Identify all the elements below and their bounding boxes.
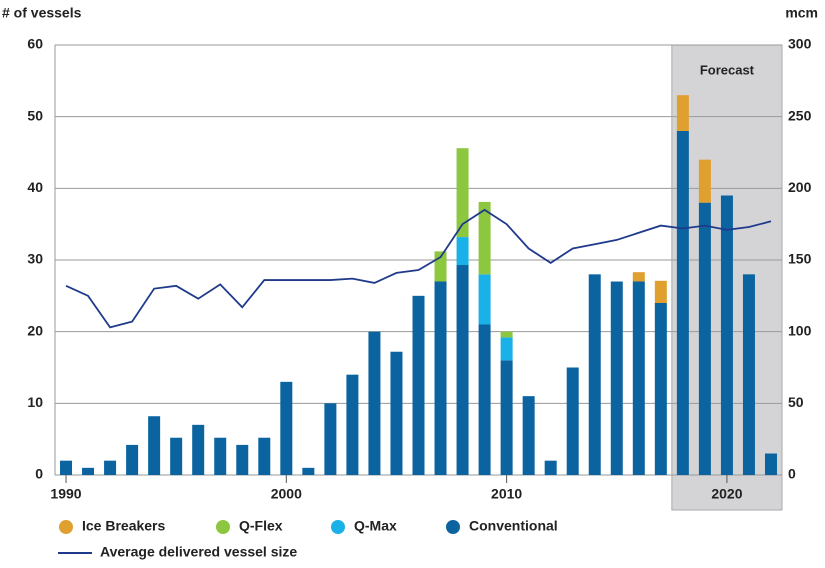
y2-tick-label: 200 [788,179,812,195]
legend-label: Q-Flex [239,518,283,534]
y2-tick-label: 300 [788,36,812,52]
bar-segment [148,416,161,475]
bar-segment [412,295,425,475]
bar-segment [258,437,271,475]
bar-segment [280,381,293,475]
bar-segment [522,396,535,475]
x-tick-label: 2010 [491,486,522,502]
bar-segment [676,95,689,131]
bar-segment [456,148,469,238]
bar-segment [368,331,381,475]
bar-segment [192,424,205,475]
line [65,208,772,329]
bar-segment [302,467,315,475]
y2-tick-label: 0 [788,466,796,482]
bar-segment [478,324,491,475]
bar-segment [698,159,711,203]
legend-swatch [59,520,73,534]
bar-segment [588,274,601,475]
y-tick-label: 0 [35,466,43,482]
x-tick-label: 2020 [711,486,742,502]
bar-segment [456,265,469,475]
bar-segment [478,274,491,325]
bar-segment [500,360,513,475]
y2-tick-label: 100 [788,322,812,338]
bar-segment [456,237,469,266]
y2-tick-label: 250 [788,107,812,123]
legend-label: Ice Breakers [82,518,166,534]
bar-segment [324,403,337,475]
legend-label: Average delivered vessel size [100,544,297,560]
bar-segment [742,274,755,475]
y-tick-label: 60 [27,36,43,52]
bar-segment [170,437,183,475]
bar-segment [390,351,403,475]
legend-swatch [446,520,460,534]
y-tick-label: 50 [27,107,43,123]
bar-segment [478,201,491,275]
x-tick-label: 2000 [271,486,302,502]
y2-tick-label: 50 [788,394,804,410]
bar-segment [566,367,579,475]
bar-segment [104,460,117,475]
y-tick-label: 10 [27,394,43,410]
bar-segment [236,444,249,475]
legend-swatch [331,520,345,534]
bar-segment [544,460,557,475]
y2-axis-label: mcm [785,5,818,21]
bar-segment [654,303,667,475]
bar-segment [82,467,95,475]
bar-segment [126,444,139,475]
bar-segment [60,460,73,475]
y-tick-label: 30 [27,251,43,267]
forecast-label: Forecast [700,62,755,77]
bar-segment [500,337,513,361]
bar-segment [720,195,733,475]
bar-segment [610,281,623,475]
bar-segment [764,453,777,475]
y2-tick-label: 150 [788,251,812,267]
bar-segment [654,280,667,303]
bar-segment [632,281,645,475]
bar-segment [346,374,359,475]
bar-segment [698,202,711,475]
y-tick-label: 20 [27,322,43,338]
x-tick-label: 1990 [50,486,81,502]
bar-segment [632,272,645,282]
legend-swatch [216,520,230,534]
bar-segment [676,131,689,475]
bar-segment [500,331,513,338]
legend-label: Conventional [469,518,558,534]
bar-segment [214,437,227,475]
legend-label: Q-Max [354,518,397,534]
y-axis-label: # of vessels [2,5,82,21]
bar-segment [434,281,447,475]
y-tick-label: 40 [27,179,43,195]
